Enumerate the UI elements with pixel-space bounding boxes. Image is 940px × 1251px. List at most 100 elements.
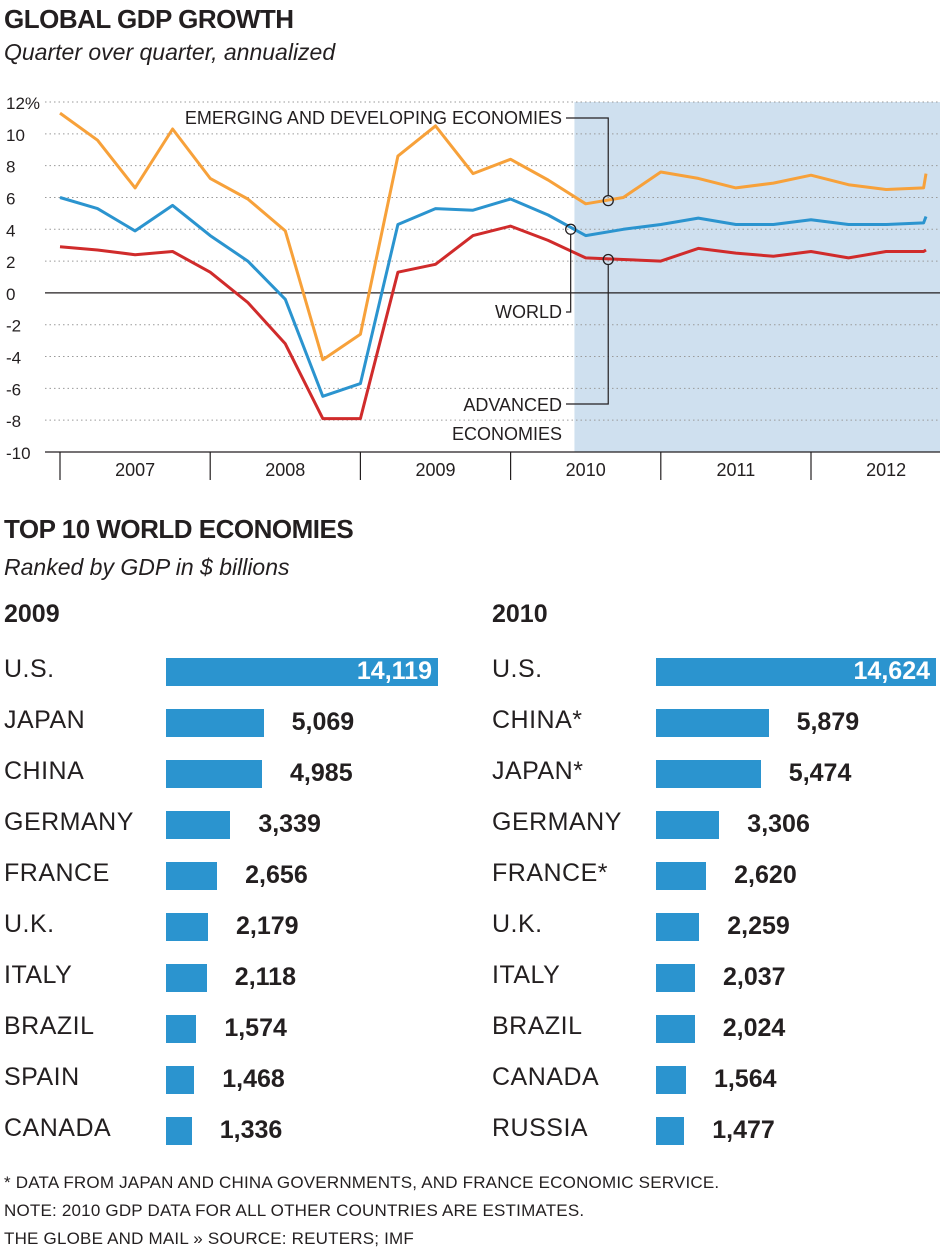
bar-2009-bar-row: U.K. 2,179 (4, 908, 444, 941)
bar-2009-bar-row: U.S. 14,119 (4, 653, 444, 686)
bar-2009-bar-row: ITALY 2,118 (4, 959, 444, 992)
y-tick-label: -6 (6, 380, 21, 399)
bar-2010-country-label: ITALY (492, 961, 561, 989)
emerging-label: EMERGING AND DEVELOPING ECONOMIES (185, 108, 562, 128)
bar-2010-value-label: 2,620 (734, 861, 797, 889)
x-tick-label: 2011 (717, 460, 756, 480)
bar-2010-bar (656, 658, 936, 686)
bar-2009-bar (166, 811, 231, 839)
bar-2009-bar-row: CANADA 1,336 (4, 1112, 444, 1145)
bar-2010-bar-row: U.K. 2,259 (492, 908, 936, 941)
bar-2010-bar (656, 709, 769, 737)
bar-2009-value-label: 1,574 (224, 1014, 287, 1042)
bar-2010-bar (656, 1015, 695, 1043)
bar-2010-bar-row: CANADA 1,564 (492, 1061, 936, 1094)
bar-2010-bar-row: ITALY 2,037 (492, 959, 936, 992)
bar-2009-country-label: CANADA (4, 1114, 112, 1142)
bar-2010-country-label: CANADA (492, 1063, 600, 1091)
footnote-data-sources: * DATA FROM JAPAN AND CHINA GOVERNMENTS,… (4, 1173, 720, 1192)
y-tick-label: -8 (6, 412, 21, 431)
bar-2010-country-label: RUSSIA (492, 1114, 589, 1142)
world-leader (566, 234, 572, 313)
advanced-economies-line (59, 224, 927, 421)
y-tick-label: 6 (6, 189, 15, 208)
bar-2010-country-label: U.K. (492, 910, 543, 938)
bar-2009-bar (166, 913, 208, 941)
forecast-shading (574, 102, 940, 452)
bar-2010-country-label: JAPAN* (492, 757, 584, 785)
bar-2010-country-label: GERMANY (492, 808, 622, 836)
x-tick-label: 2007 (115, 460, 155, 480)
bar-2009-bar (166, 760, 263, 788)
bar-2009-bar (166, 1015, 197, 1043)
bar-2010-bar (656, 760, 761, 788)
y-tick-label: -10 (6, 444, 31, 463)
bar-2010-value-label: 2,024 (722, 1014, 786, 1042)
bar-2009-value-label: 14,119 (356, 657, 432, 685)
bar-2010-bar (656, 1117, 685, 1145)
footnote-credit: THE GLOBE AND MAIL » SOURCE: REUTERS; IM… (4, 1229, 414, 1249)
bar-2009-value-label: 2,118 (234, 963, 296, 991)
bar-2010-country-label: BRAZIL (492, 1012, 583, 1040)
bar-2010-bar-row: FRANCE* 2,620 (492, 857, 936, 890)
bar-2009-country-label: FRANCE (4, 859, 110, 887)
bar-2009-country-label: CHINA (4, 757, 85, 785)
bar-2010-bar (656, 1066, 686, 1094)
y-tick-label: 4 (6, 221, 15, 240)
bar-2009-value-label: 4,985 (290, 759, 353, 787)
bar-section-subtitle: Ranked by GDP in $ billions (4, 554, 290, 580)
advanced-leader (566, 264, 609, 405)
bar-2010-bar-row: RUSSIA 1,477 (492, 1112, 936, 1145)
bar-2010-country-label: CHINA* (492, 706, 583, 734)
bar-2009-value-label: 1,468 (222, 1065, 285, 1093)
bar-2010-bar (656, 811, 720, 839)
bar-2010-value-label: 5,474 (788, 759, 852, 787)
bar-2009-country-label: SPAIN (4, 1063, 80, 1091)
bar-2009-value-label: 2,656 (245, 861, 308, 889)
y-tick-label: 8 (6, 158, 15, 177)
world-line (59, 196, 928, 398)
bar-2009-value-label: 5,069 (291, 708, 355, 736)
advanced-label-line2: ECONOMIES (452, 424, 562, 444)
bar-2009-bar-row: JAPAN 5,069 (4, 704, 444, 737)
bar-2010-value-label: 1,477 (712, 1116, 775, 1144)
footnote-estimates-note: NOTE: 2010 GDP DATA FOR ALL OTHER COUNTR… (4, 1201, 585, 1220)
bar-2010-bar-row: U.S. 14,624 (492, 653, 936, 686)
world-label: WORLD (495, 302, 562, 322)
bar-2010-value-label: 1,564 (713, 1065, 777, 1093)
bar-2009-country-label: JAPAN (4, 706, 86, 734)
bar-2010-value-label: 14,624 (853, 657, 930, 685)
advanced-label: ADVANCED (463, 395, 562, 415)
bar-chart-2009-title: 2009 (4, 600, 60, 628)
bar-2009-country-label: U.K. (4, 910, 55, 938)
y-tick-label: -2 (6, 317, 21, 336)
gdp-growth-line-chart: 12% 10 8 6 4 2 0 -2 -4 -6 -8 -10 2007 2008 2009 2010 201… (6, 94, 940, 480)
bar-2009-bar (166, 1066, 195, 1094)
bar-2009-country-label: ITALY (4, 961, 73, 989)
bar-2009-bar (166, 1117, 192, 1145)
bar-2009-value-label: 3,339 (258, 810, 321, 838)
x-tick-label: 2010 (566, 460, 606, 480)
bar-2009-bar (166, 709, 264, 737)
x-tick-label: 2008 (265, 460, 305, 480)
bar-2009-value-label: 1,336 (219, 1116, 283, 1144)
bar-2009-country-label: U.S. (4, 655, 55, 683)
y-tick-label: 0 (6, 285, 15, 304)
bar-2009-bar-row: SPAIN 1,468 (4, 1061, 444, 1094)
bar-2009-country-label: BRAZIL (4, 1012, 95, 1040)
bar-2010-bar (656, 913, 700, 941)
bar-section-title: TOP 10 WORLD ECONOMIES (4, 514, 354, 544)
bar-2010-value-label: 2,259 (727, 912, 790, 940)
emerging-economies-line (59, 111, 928, 362)
publisher-credit: THE GLOBE AND MAIL » (4, 1229, 203, 1248)
bar-2009-country-label: GERMANY (4, 808, 134, 836)
bar-2009-bar (166, 964, 207, 992)
bar-2009-bar (166, 658, 438, 686)
bar-chart-2010-title: 2010 (492, 600, 548, 628)
bar-2009-value-label: 2,179 (235, 912, 299, 940)
source-credit: SOURCE: REUTERS; IMF (207, 1229, 414, 1248)
bar-2010-bar (656, 862, 707, 890)
bar-chart-2010: U.S. 14,624 CHINA* 5,879 JAPAN* 5,474 GERMANY 3… (492, 653, 936, 1153)
emerging-leader (566, 117, 609, 196)
bar-chart-2009: U.S. 14,119 JAPAN 5,069 CHINA 4,985 GERMANY 3,3… (4, 653, 444, 1153)
